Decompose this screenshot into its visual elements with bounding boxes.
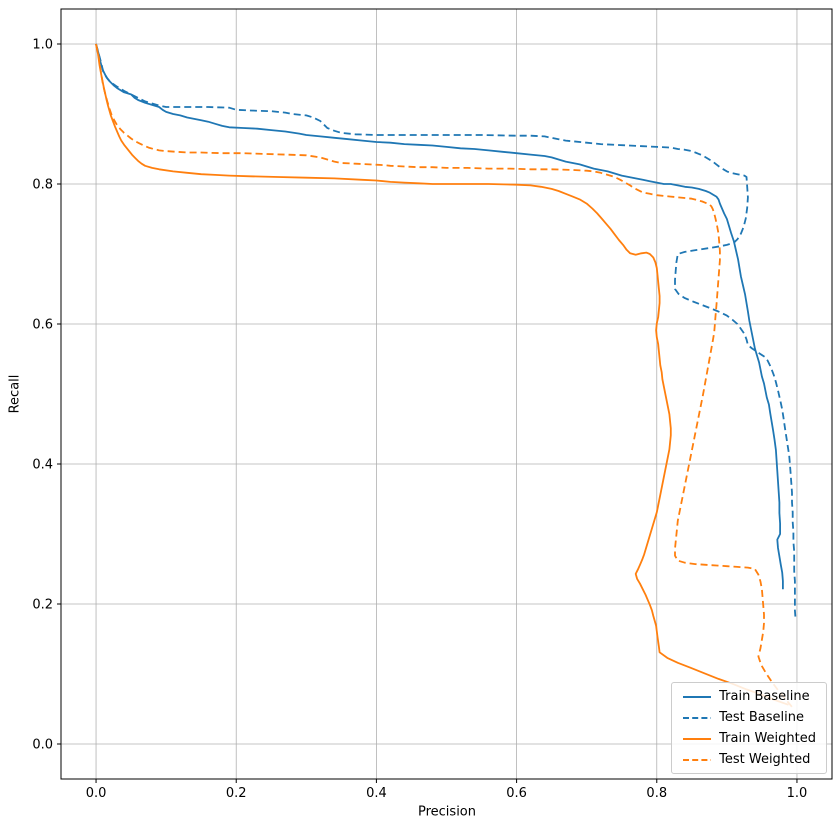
legend-item-test-baseline: Test Baseline (682, 710, 816, 725)
x-tick-label: 0.2 (226, 786, 247, 801)
legend: Train Baseline Test Baseline Train Weighte… (671, 682, 827, 774)
y-tick-label: 1.0 (32, 38, 53, 53)
legend-label: Test Baseline (719, 710, 804, 725)
legend-label: Train Baseline (719, 689, 810, 704)
series-line-train-weighted (95, 43, 789, 706)
x-axis-label: Precision (417, 804, 477, 820)
legend-label: Test Weighted (719, 752, 811, 767)
y-tick-label: 0.8 (32, 178, 53, 193)
legend-label: Train Weighted (719, 731, 816, 746)
series-line-test-baseline (95, 43, 797, 621)
series-line-train-baseline (95, 43, 784, 590)
y-tick-label: 0.2 (32, 598, 53, 613)
series-line-test-weighted (95, 43, 793, 708)
x-tick-label: 0.6 (506, 786, 527, 801)
axes-spines (60, 8, 833, 780)
legend-item-test-weighted: Test Weighted (682, 752, 816, 767)
y-axis-label: Recall (7, 374, 23, 414)
legend-item-train-baseline: Train Baseline (682, 689, 816, 704)
legend-item-train-weighted: Train Weighted (682, 731, 816, 746)
legend-line-icon (683, 758, 712, 761)
legend-line-icon (683, 695, 712, 698)
legend-line-icon (683, 716, 712, 719)
x-tick-label: 0.0 (86, 786, 107, 801)
x-tick-label: 0.8 (646, 786, 667, 801)
y-tick-label: 0.6 (32, 318, 53, 333)
x-tick-label: 1.0 (787, 786, 808, 801)
legend-line-icon (683, 737, 712, 740)
x-tick-label: 0.4 (366, 786, 387, 801)
y-tick-label: 0.0 (32, 738, 53, 753)
y-tick-label: 0.4 (32, 458, 53, 473)
